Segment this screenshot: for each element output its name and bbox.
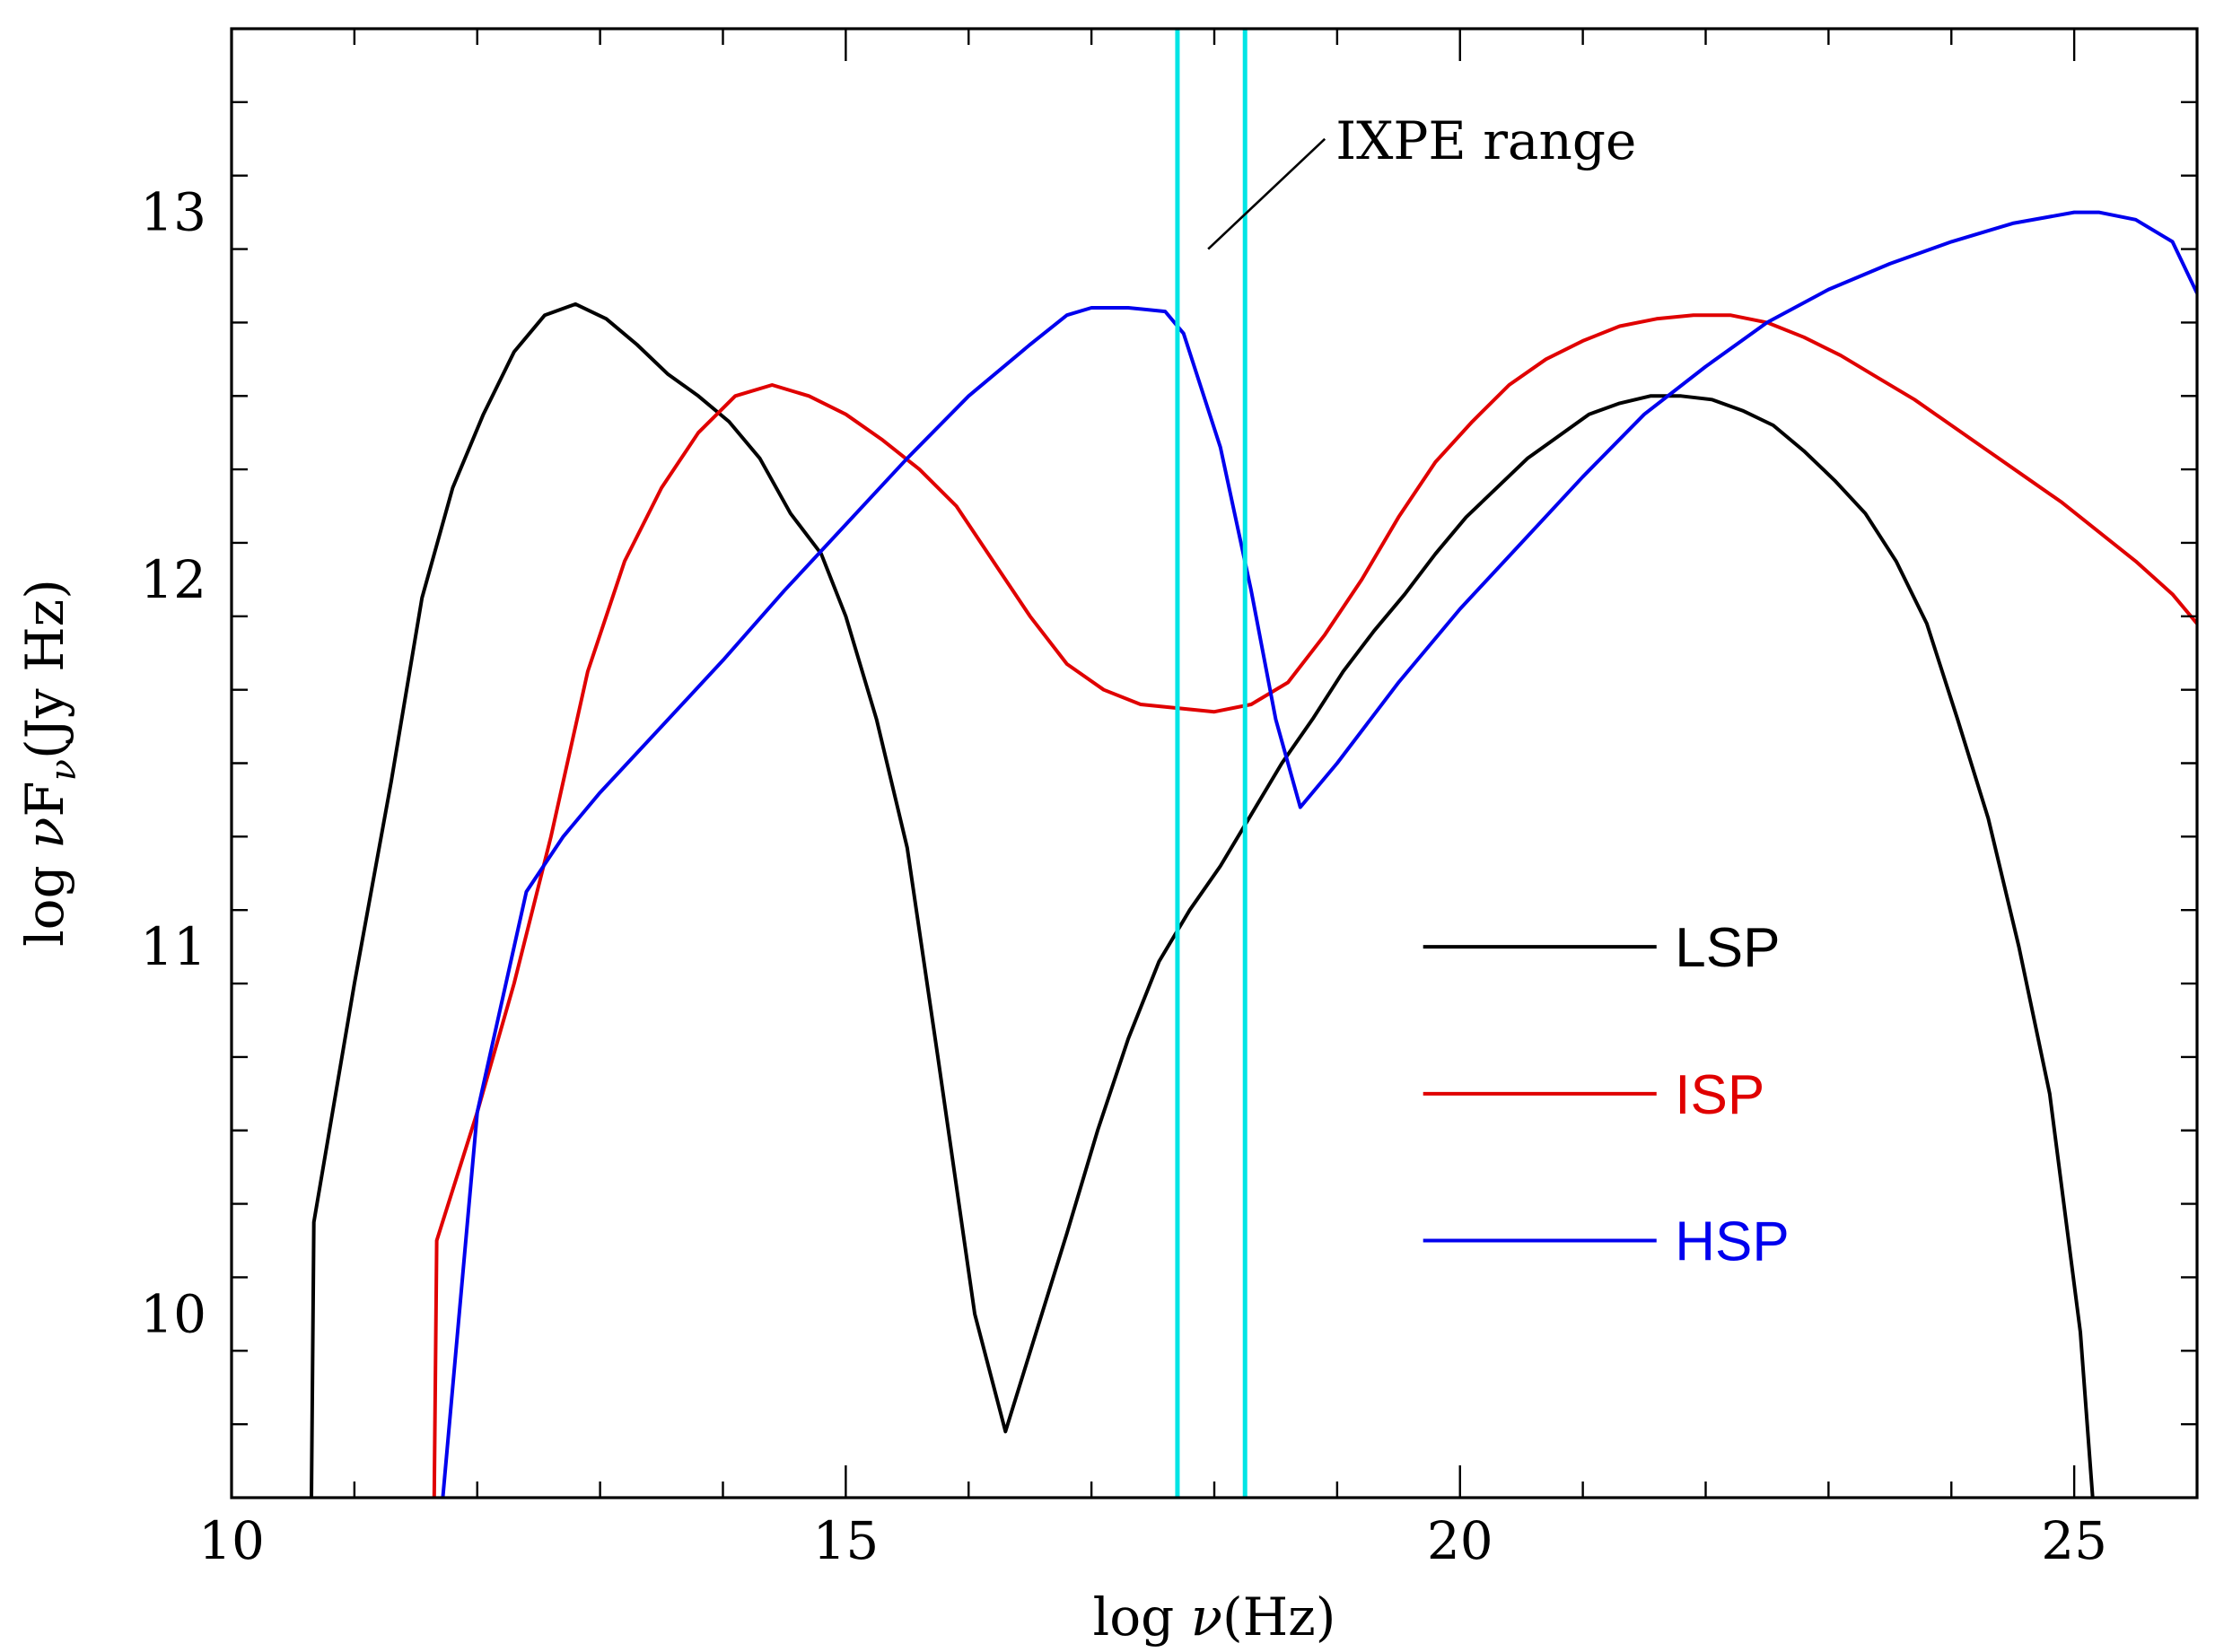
y-tick-label: 12 — [140, 549, 206, 610]
x-axis-title: log ν(Hz) — [1093, 1586, 1336, 1648]
plot-frame — [230, 27, 2199, 1499]
tick-labels: 10 15 20 25 10 11 12 13 — [140, 182, 2107, 1571]
series-line-hsp — [441, 210, 2197, 1498]
y-tick-label: 13 — [140, 182, 206, 243]
x-tick-label: 25 — [2041, 1510, 2107, 1571]
annotation-layer: IXPE range — [1207, 110, 1636, 250]
series-line-lsp — [310, 302, 2095, 1498]
ixpe-annotation-label: IXPE range — [1335, 110, 1636, 171]
x-tick-label: 10 — [198, 1510, 265, 1571]
y-axis-title: log νFν(Jy Hz) — [14, 579, 84, 947]
tick-layer — [230, 27, 2199, 1499]
series-layer — [310, 210, 2197, 1498]
y-tick-label: 10 — [140, 1283, 206, 1344]
x-tick-label: 20 — [1427, 1510, 1493, 1571]
legend: LSP ISP HSP — [1423, 917, 1790, 1273]
series-line-isp — [432, 313, 2197, 1498]
x-tick-label: 15 — [812, 1510, 879, 1571]
ixpe-annotation-pointer — [1207, 137, 1326, 250]
ixpe-range-lines — [1175, 29, 1248, 1498]
legend-label-hsp: HSP — [1675, 1211, 1789, 1273]
legend-label-lsp: LSP — [1675, 917, 1780, 979]
legend-label-isp: ISP — [1675, 1064, 1764, 1126]
y-tick-label: 11 — [140, 916, 206, 977]
